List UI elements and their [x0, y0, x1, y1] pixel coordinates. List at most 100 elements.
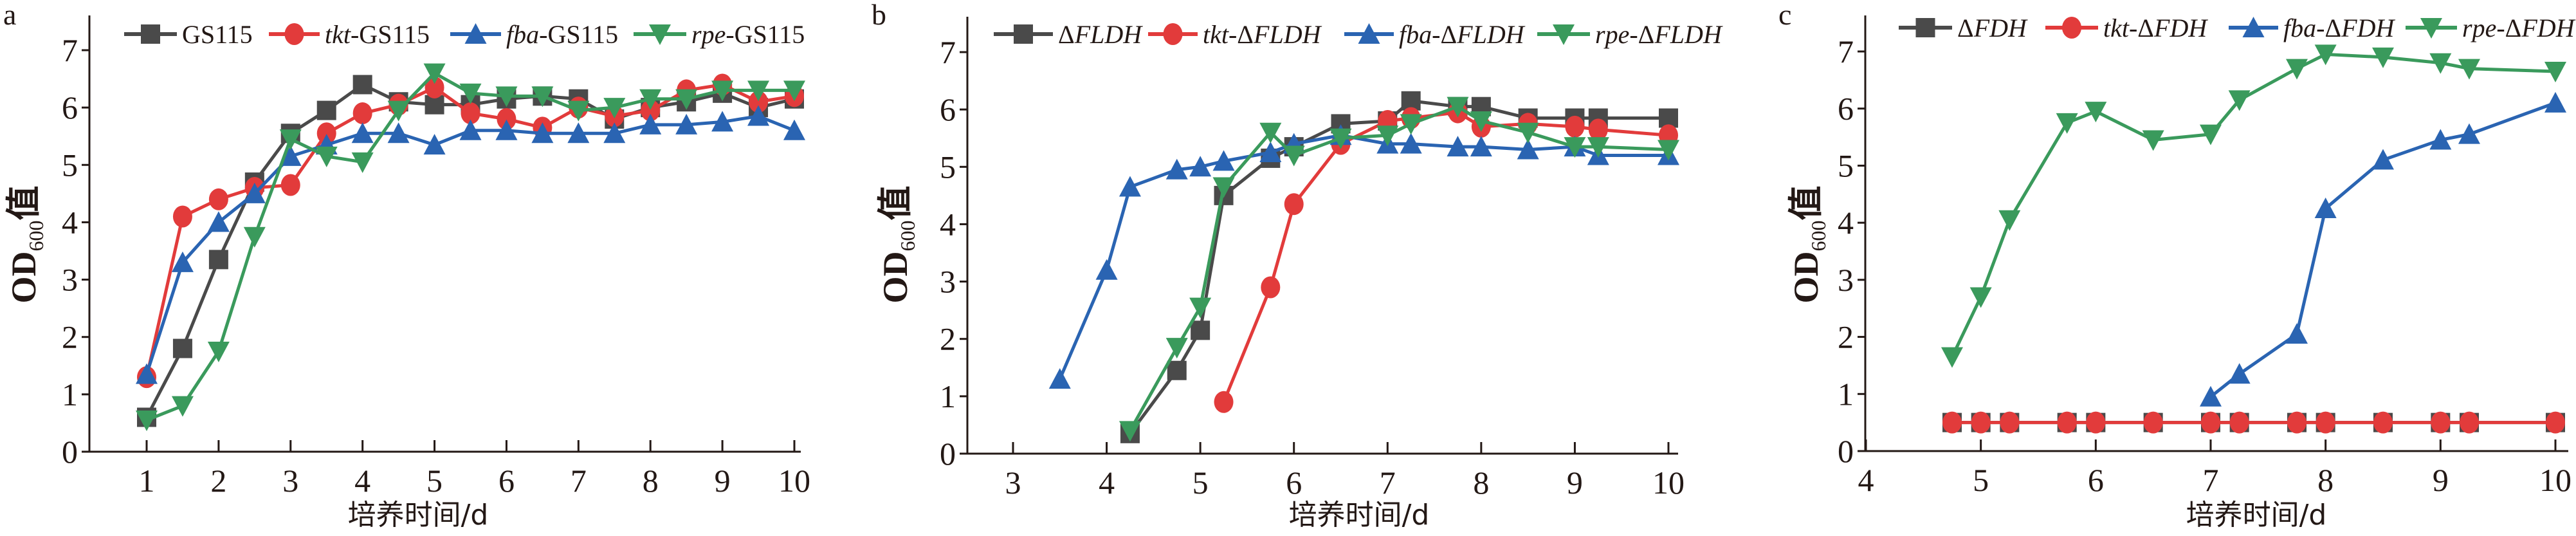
x-tick-label: 4: [1858, 462, 1874, 498]
x-axis-title: 培养时间/d: [1289, 499, 1430, 531]
data-point: [567, 122, 590, 143]
legend-label-part: -Δ: [1432, 20, 1457, 49]
x-axis-title: 培养时间/d: [348, 499, 489, 531]
y-tick-label: 6: [1838, 91, 1854, 127]
panel-label: b: [872, 0, 886, 31]
data-point: [1165, 158, 1188, 180]
data-point: [2228, 363, 2251, 384]
data-point: [747, 105, 770, 126]
legend-label-part: FDH: [2341, 14, 2395, 42]
legend-item: tkt-ΔFDH: [2045, 14, 2208, 42]
legend-label: tkt-ΔFDH: [2103, 14, 2208, 42]
legend-marker: [284, 23, 304, 45]
y-axis-title: OD600值: [3, 186, 48, 304]
legend-item: ΔFLDH: [994, 20, 1143, 49]
data-point: [1587, 137, 1609, 158]
data-point: [1400, 114, 1422, 135]
data-point: [1119, 176, 1141, 197]
data-point: [2229, 411, 2249, 434]
x-tick-label: 6: [498, 463, 515, 499]
y-tick-label: 0: [62, 434, 78, 470]
legend-marker: [1553, 24, 1575, 45]
data-point: [172, 338, 192, 358]
data-point: [567, 100, 590, 122]
data-point: [2431, 411, 2451, 434]
series-rpe-ΔFLDH: [1119, 97, 1679, 442]
data-point: [495, 86, 518, 107]
data-point: [2316, 411, 2335, 434]
data-point: [749, 91, 769, 113]
x-tick-label: 9: [1567, 465, 1583, 501]
data-point: [316, 100, 336, 120]
legend-marker: [2062, 17, 2081, 39]
legend-label-part: FLDH: [1456, 20, 1526, 49]
data-point: [2201, 411, 2220, 434]
legend-item: tkt-ΔFLDH: [1148, 20, 1322, 49]
legend-label: fba-GS115: [506, 20, 618, 49]
y-axis-title-suffix: 值: [3, 186, 44, 221]
legend-label: tkt-ΔFLDH: [1203, 20, 1322, 49]
y-tick-label: 2: [940, 321, 956, 357]
data-point: [675, 89, 698, 110]
legend-item: fba-ΔFLDH: [1344, 20, 1526, 49]
data-point: [1447, 97, 1469, 118]
y-tick-label: 2: [62, 319, 78, 355]
data-point: [351, 122, 374, 143]
data-point: [208, 250, 228, 270]
y-axis-title-subscript: 600: [896, 221, 919, 252]
series-fba-ΔFLDH: [1048, 124, 1679, 389]
x-tick-label: 5: [1192, 465, 1209, 501]
data-point: [172, 205, 192, 228]
data-point: [1048, 368, 1071, 389]
data-point: [279, 129, 302, 151]
legend-label-part: FDH: [1973, 14, 2028, 42]
y-tick-label: 2: [1838, 319, 1854, 355]
data-point: [497, 107, 516, 130]
data-point: [2143, 411, 2163, 434]
y-tick-label: 4: [940, 206, 956, 242]
data-point: [639, 113, 662, 134]
y-axis-title-subscript: 600: [1807, 221, 1830, 252]
data-point: [387, 100, 410, 122]
x-tick-label: 5: [1973, 462, 1989, 498]
y-axis-title-main: OD: [876, 252, 915, 304]
data-point: [1400, 133, 1422, 154]
data-point: [423, 134, 446, 155]
y-axis-title-subscript: 600: [24, 221, 48, 252]
data-point: [2314, 44, 2337, 66]
legend-label: rpe-GS115: [691, 20, 805, 49]
data-point: [1189, 297, 1212, 319]
series-tkt-ΔFDH: [1942, 411, 2565, 434]
data-point: [1470, 136, 1492, 157]
y-tick-label: 0: [940, 436, 956, 472]
data-point: [711, 111, 734, 132]
series-fba-ΔFDH: [2200, 91, 2566, 407]
data-point: [2286, 323, 2308, 344]
y-axis-title-main: OD: [5, 252, 43, 304]
legend-marker: [464, 23, 487, 44]
legend-marker: [649, 24, 671, 45]
data-point: [639, 89, 662, 110]
data-point: [2085, 102, 2107, 123]
data-point: [243, 226, 266, 248]
legend-marker: [1358, 23, 1380, 44]
data-point: [352, 102, 372, 125]
data-point: [1189, 156, 1212, 177]
x-tick-label: 1: [139, 463, 155, 499]
legend-label: fba-ΔFDH: [2283, 14, 2395, 42]
data-point: [1212, 177, 1235, 198]
x-tick-label: 7: [2203, 462, 2219, 498]
data-point: [207, 211, 230, 232]
data-point: [2000, 411, 2020, 434]
legend-label-part: rpe: [691, 20, 726, 49]
series-line: [145, 115, 795, 375]
legend-item: rpe-ΔFLDH: [1537, 20, 1723, 49]
y-tick-label: 6: [940, 91, 956, 127]
legend-marker: [2242, 17, 2265, 37]
y-tick-label: 6: [62, 89, 78, 125]
data-point: [2372, 149, 2394, 170]
legend-label-part: -GS115: [539, 20, 618, 49]
data-point: [1942, 411, 1962, 434]
legend-marker: [1163, 23, 1183, 45]
x-axis-title: 培养时间/d: [2186, 499, 2327, 531]
